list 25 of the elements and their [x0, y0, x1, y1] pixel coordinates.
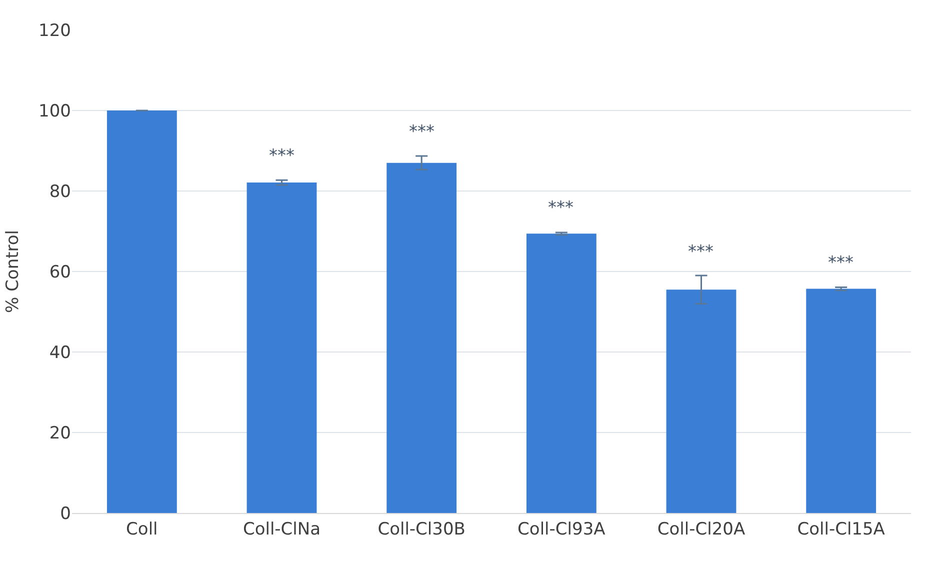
annotation: ***: [269, 146, 294, 166]
bar: [246, 182, 317, 513]
bar: [106, 110, 177, 513]
y-tick-label: 0: [60, 504, 71, 524]
y-tick-label: 80: [49, 182, 71, 202]
bar: [386, 162, 457, 513]
bar: [666, 290, 736, 513]
x-tick-label: Coll-ClNa: [242, 519, 321, 540]
bar: [806, 288, 876, 513]
y-tick-label: 100: [38, 101, 71, 122]
x-tick-label: Coll: [126, 519, 158, 540]
annotation: ***: [409, 122, 434, 142]
y-tick-label: 40: [49, 342, 71, 363]
x-tick-label: Coll-Cl15A: [797, 519, 886, 540]
x-tick-label: Coll-Cl20A: [657, 519, 746, 540]
annotation: ***: [828, 253, 854, 273]
bar: [526, 234, 596, 513]
annotation: ***: [688, 242, 714, 262]
y-axis-title: % Control: [3, 230, 24, 314]
x-tick-label: Coll-Cl93A: [518, 519, 606, 540]
annotation: ***: [548, 198, 574, 218]
y-tick-label: 60: [49, 262, 71, 282]
x-tick-label: Coll-Cl30B: [378, 519, 466, 540]
y-tick-label: 120: [38, 20, 71, 41]
y-tick-label: 20: [49, 423, 71, 444]
